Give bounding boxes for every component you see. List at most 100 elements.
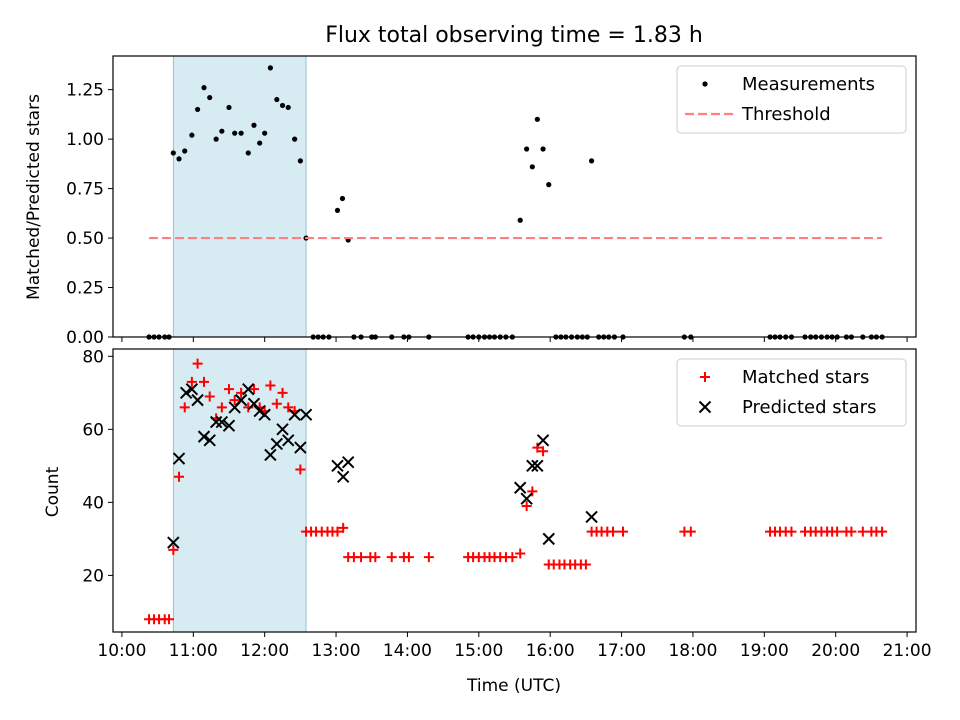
data-point <box>222 419 236 432</box>
data-point <box>213 136 219 142</box>
data-point <box>209 415 223 429</box>
y-tick-label: 0.50 <box>66 229 104 249</box>
data-point <box>527 486 538 497</box>
data-point <box>167 536 180 549</box>
data-point <box>189 132 195 138</box>
data-point <box>197 430 211 443</box>
data-point <box>580 559 591 570</box>
data-point <box>532 442 543 453</box>
y-tick-label: 40 <box>82 493 104 513</box>
data-point <box>507 552 518 563</box>
data-point <box>386 552 397 563</box>
data-point <box>201 85 207 91</box>
legend-marker <box>702 81 708 87</box>
x-tick-label: 17:00 <box>597 641 646 661</box>
legend-marker <box>700 372 710 382</box>
x-tick-label: 15:00 <box>454 641 503 661</box>
data-point <box>204 391 215 402</box>
data-point <box>270 437 284 451</box>
axes-frame <box>112 348 917 633</box>
data-point <box>282 434 295 447</box>
data-point <box>279 102 286 109</box>
data-point <box>203 434 216 447</box>
data-point <box>339 195 346 202</box>
legend-label: Predicted stars <box>742 397 876 418</box>
data-point <box>341 455 355 469</box>
legend-frame <box>676 65 907 134</box>
data-point <box>170 150 176 156</box>
data-point <box>264 448 277 462</box>
data-point <box>199 376 210 387</box>
data-point <box>540 146 546 152</box>
y-tick-label: 60 <box>82 420 104 440</box>
data-point <box>299 408 313 421</box>
data-point <box>536 434 550 447</box>
data-point <box>176 156 182 162</box>
data-point <box>234 393 248 407</box>
y-tick-label: 80 <box>82 347 104 367</box>
data-point <box>297 158 303 164</box>
y-tick-label: 0.00 <box>66 328 104 348</box>
legend-label: Matched stars <box>742 367 869 388</box>
data-point <box>215 415 229 429</box>
data-point <box>521 501 532 512</box>
data-point <box>247 397 261 410</box>
x-axis-label: Time (UTC) <box>466 676 561 696</box>
data-point <box>832 526 843 537</box>
data-point <box>179 402 190 413</box>
data-point <box>608 526 619 537</box>
bottom-panel: 10:00 11:00 12:00 13:00 14:00 15:00 16:00 17:00… <box>82 347 931 661</box>
data-point <box>179 386 193 400</box>
data-point <box>191 393 204 407</box>
data-point <box>174 471 185 482</box>
data-point <box>288 408 301 421</box>
data-point <box>370 552 381 563</box>
data-point <box>526 459 539 473</box>
data-point <box>258 408 271 421</box>
data-point <box>182 148 188 154</box>
x-tick-label: 11:00 <box>169 641 218 661</box>
data-point <box>257 140 263 146</box>
data-point <box>331 459 344 473</box>
data-point <box>546 182 552 188</box>
data-point <box>514 481 527 494</box>
x-tick-label: 19:00 <box>740 641 789 661</box>
x-tick-label: 13:00 <box>312 641 361 661</box>
data-point <box>216 402 227 413</box>
data-point <box>857 526 868 537</box>
data-point <box>164 614 175 625</box>
data-point <box>232 130 238 136</box>
data-point <box>226 104 232 111</box>
data-point <box>585 510 598 524</box>
data-point <box>292 136 298 142</box>
data-point <box>276 423 289 436</box>
legend: Measurements Threshold <box>676 65 907 134</box>
x-tick-label: 12:00 <box>240 641 289 661</box>
data-point <box>285 104 291 111</box>
data-point <box>295 464 306 475</box>
data-point <box>192 358 203 369</box>
legend-label: Threshold <box>741 104 831 125</box>
data-point <box>245 150 251 156</box>
data-point <box>251 122 257 128</box>
data-point <box>542 532 555 546</box>
data-point <box>846 526 857 537</box>
y-axis-label-top: Matched/Predicted stars <box>24 94 44 300</box>
legend-label: Measurements <box>742 74 875 95</box>
data-point <box>168 544 179 555</box>
legend-frame <box>676 358 907 427</box>
data-point <box>283 402 294 413</box>
highlight-span <box>172 348 307 633</box>
legend: Matched stars Predicted stars <box>676 358 907 427</box>
data-point <box>219 128 225 134</box>
x-tick-label: 10:00 <box>97 641 146 661</box>
data-point <box>332 526 343 537</box>
x-tick-label: 18:00 <box>668 641 717 661</box>
y-tick-label: 1.00 <box>66 130 104 150</box>
y-tick-label: 0.75 <box>66 180 104 200</box>
data-point <box>538 446 549 457</box>
data-point <box>403 552 414 563</box>
data-point <box>267 65 273 71</box>
data-point <box>534 116 540 122</box>
